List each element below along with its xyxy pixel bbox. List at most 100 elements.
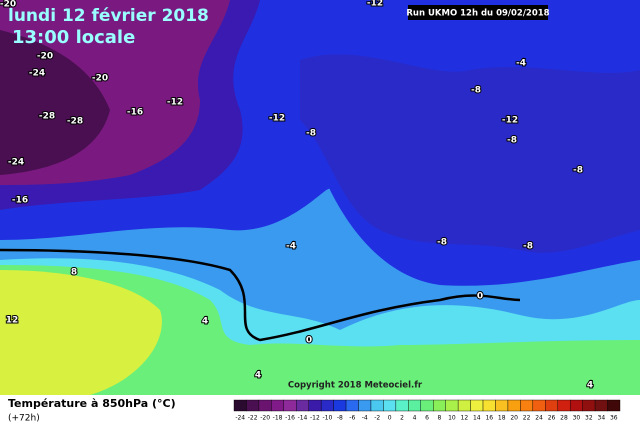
- scale-swatch: [470, 399, 484, 412]
- contour-label: 0: [477, 292, 483, 302]
- contour-label: -8: [523, 242, 533, 252]
- scale-swatch: [482, 399, 496, 412]
- scale-label: 32: [585, 415, 593, 422]
- scale-swatch: [495, 399, 509, 412]
- contour-label: 12: [6, 316, 19, 326]
- contour-label: -4: [286, 242, 296, 252]
- scale-swatch: [532, 399, 546, 412]
- cold-core-inner: [0, 30, 110, 175]
- contour-label: -20: [92, 74, 108, 84]
- scale-label: 18: [498, 415, 506, 422]
- scale-label: 6: [425, 415, 429, 422]
- scale-swatch: [545, 399, 558, 412]
- contour-label: -16: [12, 196, 28, 206]
- scale-swatch: [383, 399, 397, 412]
- run-box: [408, 5, 548, 20]
- scale-swatch: [557, 399, 571, 412]
- scale-swatch: [594, 399, 608, 412]
- map-time: 13:00 locale: [12, 27, 135, 48]
- contour-label: -28: [67, 117, 83, 127]
- scale-label: -4: [362, 415, 368, 422]
- scale-swatch: [607, 399, 621, 412]
- scale-label: -16: [285, 415, 295, 422]
- legend-title: Température à 850hPa (°C): [8, 397, 176, 410]
- contour-label: -28: [39, 112, 55, 122]
- scale-label: -6: [349, 415, 355, 422]
- warm-core: [0, 270, 162, 395]
- map: lundi 12 février 2018 13:00 locale Run U…: [0, 0, 640, 395]
- scale-swatch: [246, 399, 260, 412]
- scale-label: -10: [322, 415, 332, 422]
- map-title: lundi 12 février 2018: [8, 6, 209, 26]
- scale-label: 16: [485, 415, 493, 422]
- contour-label: 8: [71, 268, 77, 278]
- scale-swatch: [370, 399, 384, 412]
- scale-swatch: [283, 399, 297, 412]
- contour-label: -8: [306, 129, 316, 139]
- scale-label: -2: [374, 415, 380, 422]
- scale-label: -18: [273, 415, 283, 422]
- scale-swatch: [258, 399, 272, 412]
- scale-swatch: [408, 399, 421, 412]
- scale-swatch: [569, 399, 583, 412]
- run-label: Run UKMO 12h du 09/02/2018: [406, 9, 549, 19]
- copyright: Copyright 2018 Meteociel.fr: [288, 381, 423, 391]
- contour-label: -20: [37, 52, 53, 62]
- contour-label: -12: [167, 98, 183, 108]
- legend-subtitle: (+72h): [8, 414, 40, 424]
- scale-label: 22: [523, 415, 531, 422]
- cold-land: [300, 54, 640, 253]
- scale-swatch: [308, 399, 322, 412]
- scale-label: 26: [548, 415, 556, 422]
- scale-label: -20: [260, 415, 270, 422]
- scale-label: 14: [473, 415, 481, 422]
- contour-label: -12: [269, 114, 285, 124]
- scale-label: -24: [235, 415, 245, 422]
- scale-label: 0: [388, 415, 392, 422]
- contour-label: -16: [127, 108, 143, 118]
- contour-label: 0: [306, 336, 312, 346]
- scale-label: 10: [448, 415, 456, 422]
- scale-label: 8: [438, 415, 442, 422]
- scale-label: 2: [400, 415, 404, 422]
- scale-label: 24: [535, 415, 543, 422]
- contour-label: -12: [367, 0, 383, 9]
- scale-label: 36: [610, 415, 618, 422]
- warm-band: [0, 265, 640, 395]
- contour-label: -4: [516, 59, 526, 69]
- scale-swatch: [420, 399, 434, 412]
- scale-label: -12: [310, 415, 320, 422]
- scale-swatch: [320, 399, 334, 412]
- scale-swatch: [445, 399, 459, 412]
- scale-swatch: [520, 399, 534, 412]
- contour-label: -8: [507, 136, 517, 146]
- scale-swatch: [333, 399, 347, 412]
- scale-label: -14: [298, 415, 308, 422]
- contour-label: -24: [8, 158, 24, 168]
- contour-label: -8: [437, 238, 447, 248]
- scale-swatch: [233, 399, 247, 412]
- color-scale: -24 -22 -20 -18 -16 -14 -12 -10 -8 -6 -4 -2 0 2 4 6 8 10 1…: [233, 399, 621, 422]
- scale-swatch: [358, 399, 372, 412]
- scale-label: -22: [248, 415, 258, 422]
- scale-label: 34: [598, 415, 606, 422]
- contour-label: 4: [202, 317, 208, 327]
- contour-label: -8: [471, 86, 481, 96]
- scale-label: 4: [413, 415, 417, 422]
- scale-label: -8: [337, 415, 343, 422]
- scale-label: 12: [461, 415, 469, 422]
- contour-label: 4: [255, 371, 261, 381]
- contour-label: -8: [573, 166, 583, 176]
- scale-label: 30: [573, 415, 581, 422]
- scale-swatch: [433, 399, 446, 412]
- contour-label: 4: [587, 381, 593, 391]
- scale-label: 28: [560, 415, 568, 422]
- contour-labels: -20 -24 -20 -20 -28 -28 -16 -12 -24 -16 -12 -8 -12 -8…: [0, 0, 594, 392]
- scale-swatch: [345, 399, 359, 412]
- scale-label: 20: [510, 415, 518, 422]
- contour-label: -24: [29, 69, 45, 79]
- contour-label: -20: [0, 0, 16, 10]
- scale-swatch: [582, 399, 596, 412]
- scale-swatch: [395, 399, 409, 412]
